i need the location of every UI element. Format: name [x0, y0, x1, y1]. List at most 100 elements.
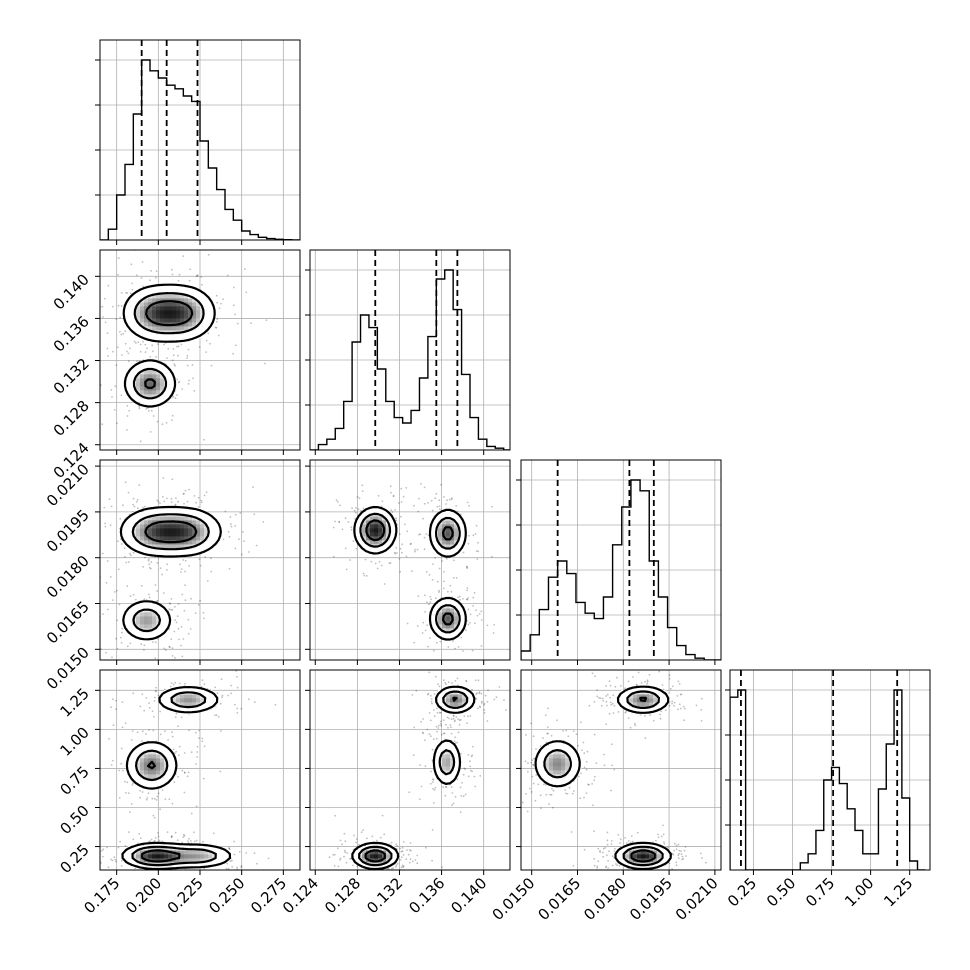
sample-point — [395, 866, 397, 868]
sample-point — [399, 547, 402, 550]
sample-point — [611, 702, 614, 705]
sample-point — [705, 861, 707, 864]
sample-point — [611, 872, 613, 874]
sample-point — [175, 712, 178, 715]
density-cell — [172, 314, 177, 319]
density-cell — [140, 620, 145, 625]
density-cell — [128, 520, 133, 525]
density-cell — [132, 294, 137, 299]
density-cell — [458, 698, 463, 703]
sample-point — [355, 841, 357, 844]
sample-point — [424, 765, 427, 767]
sample-point — [454, 680, 457, 682]
density-cell — [446, 616, 451, 621]
sample-point — [606, 704, 608, 707]
sample-point — [168, 602, 171, 604]
density-cell — [140, 746, 145, 751]
density-cell — [565, 774, 570, 779]
density-cell — [442, 628, 447, 633]
density-cell — [144, 758, 149, 763]
sample-point — [156, 562, 159, 564]
density-cell — [196, 706, 201, 711]
density-cell — [212, 528, 217, 533]
sample-point — [353, 834, 355, 837]
sample-point — [166, 569, 168, 571]
density-cell — [629, 694, 634, 699]
density-cell — [168, 544, 173, 549]
sample-point — [548, 803, 550, 805]
sample-point — [170, 497, 173, 500]
density-cell — [446, 548, 451, 553]
density-cell — [374, 854, 379, 859]
sample-point — [371, 835, 374, 838]
density-cell — [454, 698, 459, 703]
sample-point — [150, 409, 153, 412]
sample-point — [190, 751, 193, 754]
density-cell — [168, 286, 173, 291]
sample-point — [447, 681, 450, 684]
density-cell — [446, 698, 451, 703]
density-cell — [188, 862, 193, 867]
density-cell — [180, 552, 185, 557]
sample-point — [159, 567, 162, 570]
sample-point — [437, 727, 440, 729]
density-cell — [454, 544, 459, 549]
sample-point — [370, 560, 373, 563]
sample-point — [140, 740, 143, 742]
density-cell — [152, 782, 157, 787]
sample-point — [91, 831, 93, 833]
sample-point — [387, 867, 390, 870]
sample-point — [445, 668, 447, 670]
sample-point — [652, 719, 655, 722]
density-cell — [196, 698, 201, 703]
sample-point — [187, 383, 190, 385]
density-cell — [438, 524, 443, 529]
density-cell — [132, 754, 137, 759]
sample-point — [383, 583, 386, 585]
density-cell — [152, 290, 157, 295]
sample-point — [537, 783, 540, 786]
sample-point — [614, 685, 617, 688]
sample-point — [243, 875, 245, 877]
sample-point — [475, 698, 478, 700]
density-cell — [208, 322, 213, 327]
density-cell — [148, 782, 153, 787]
sample-point — [155, 690, 158, 692]
sample-point — [680, 693, 683, 696]
sample-point — [141, 730, 144, 732]
sample-point — [131, 730, 134, 732]
sample-point — [471, 754, 474, 757]
density-cell — [446, 600, 451, 605]
density-cell — [541, 754, 546, 759]
sample-point — [236, 676, 238, 678]
sample-point — [459, 786, 462, 789]
density-cell — [152, 528, 157, 533]
density-cell — [128, 850, 133, 855]
sample-point — [193, 840, 196, 843]
density-cell — [160, 310, 165, 315]
density-cell — [164, 374, 169, 379]
sample-point — [352, 864, 354, 867]
sample-point — [443, 732, 445, 735]
density-cell — [208, 544, 213, 549]
sample-point — [161, 573, 164, 576]
sample-point — [354, 511, 357, 514]
sample-point — [182, 836, 185, 838]
density-cell — [458, 702, 463, 707]
density-cell — [168, 390, 173, 395]
density-cell — [196, 846, 201, 851]
sample-point — [100, 862, 102, 864]
sample-point — [355, 547, 358, 550]
density-cell — [442, 552, 447, 557]
sample-point — [171, 655, 174, 657]
density-cell — [132, 762, 137, 767]
density-cell — [470, 698, 475, 703]
scatter-points — [100, 250, 268, 443]
density-cell — [549, 770, 554, 775]
density-cell — [434, 516, 439, 521]
sample-point — [172, 396, 175, 398]
density-cell — [136, 366, 141, 371]
sample-point — [216, 692, 219, 695]
density-cell — [144, 520, 149, 525]
density-cell — [152, 326, 157, 331]
